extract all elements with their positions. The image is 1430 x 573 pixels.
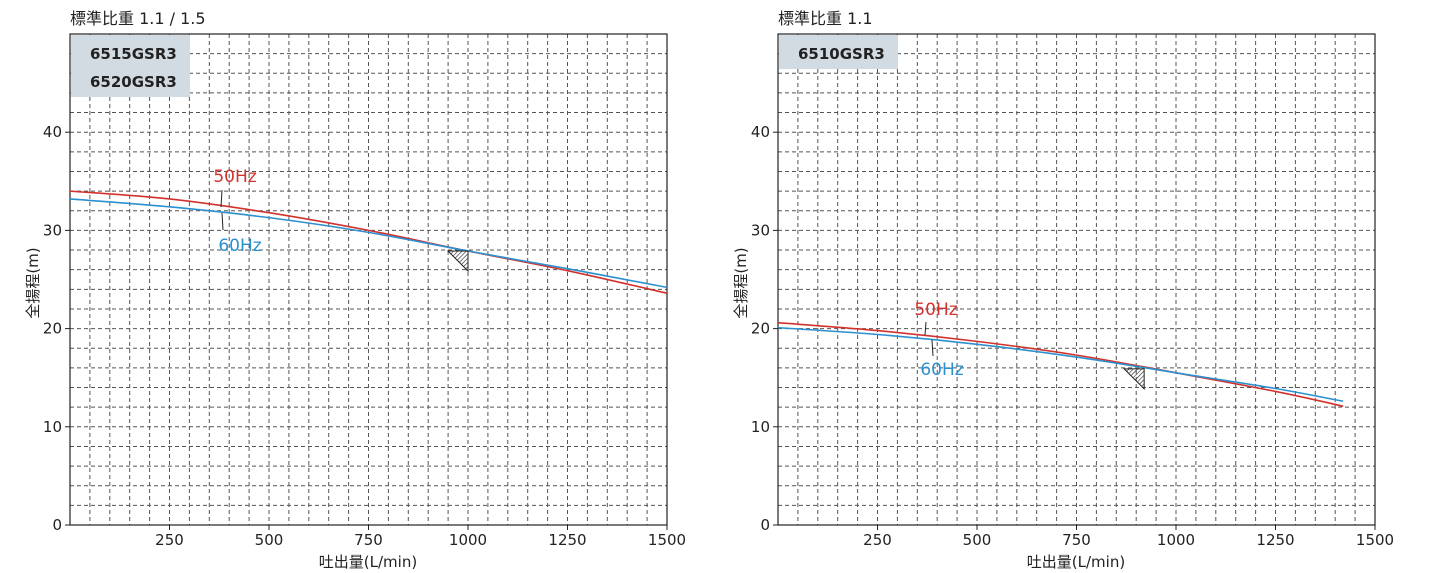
- series-leader-line: [924, 321, 927, 336]
- model-label: 6520GSR3: [90, 73, 177, 91]
- x-tick-label: 750: [354, 531, 383, 549]
- x-tick-label: 250: [863, 531, 892, 549]
- chart1-title: 標準比重 1.1 / 1.5: [70, 9, 206, 28]
- series-line-50hz: [777, 321, 1344, 407]
- series-line-60hz: [69, 198, 668, 289]
- y-tick-label: 40: [43, 123, 62, 141]
- series-leader-line: [220, 189, 223, 208]
- x-tick-label: 250: [155, 531, 184, 549]
- operating-point-marker: [446, 250, 469, 273]
- y-tick-label: 40: [751, 123, 770, 141]
- operating-point-marker: [1122, 368, 1145, 391]
- chart1-xlabel: 吐出量(L/min): [319, 553, 417, 571]
- series-leader-line: [221, 212, 224, 231]
- series-line-50hz: [69, 190, 668, 295]
- series-leader-line: [931, 339, 934, 357]
- series-line-60hz: [777, 326, 1344, 403]
- model-label: 6515GSR3: [90, 45, 177, 63]
- model-label-box: [71, 35, 190, 97]
- x-tick-label: 1250: [548, 531, 586, 549]
- chart2-plot: 6510GSR3 250 500 750 1000 1250 1500 0 10 20 30 40 50…: [751, 33, 1394, 549]
- chart2-xlabel: 吐出量(L/min): [1027, 553, 1125, 571]
- series-label-60hz: 60Hz: [218, 236, 261, 256]
- x-tick-label: 1000: [449, 531, 487, 549]
- y-tick-label: 30: [751, 221, 770, 239]
- x-tick-label: 1500: [648, 531, 686, 549]
- series-label-60hz: 60Hz: [920, 360, 963, 380]
- model-label-box: [779, 35, 898, 69]
- chart1-plot: 6515GSR3 6520GSR3 250 500 750 1000 1250 1500 0 10…: [43, 33, 686, 549]
- y-tick-label: 0: [760, 516, 770, 534]
- model-label: 6510GSR3: [798, 45, 885, 63]
- y-tick-label: 10: [751, 418, 770, 436]
- y-tick-label: 20: [43, 320, 62, 338]
- y-tick-label: 20: [751, 320, 770, 338]
- y-tick-label: 30: [43, 221, 62, 239]
- x-tick-label: 1500: [1356, 531, 1394, 549]
- y-tick-label: 0: [52, 516, 62, 534]
- x-tick-label: 1250: [1256, 531, 1294, 549]
- series-label-50hz: 50Hz: [213, 167, 256, 187]
- y-tick-label: 10: [43, 418, 62, 436]
- chart2-ylabel: 全揚程(m): [732, 247, 750, 318]
- chart1-ylabel: 全揚程(m): [24, 247, 42, 318]
- x-tick-label: 750: [1062, 531, 1091, 549]
- chart2-title: 標準比重 1.1: [778, 9, 873, 28]
- x-tick-label: 500: [255, 531, 284, 549]
- x-tick-label: 1000: [1157, 531, 1195, 549]
- x-tick-label: 500: [963, 531, 992, 549]
- series-label-50hz: 50Hz: [914, 300, 957, 320]
